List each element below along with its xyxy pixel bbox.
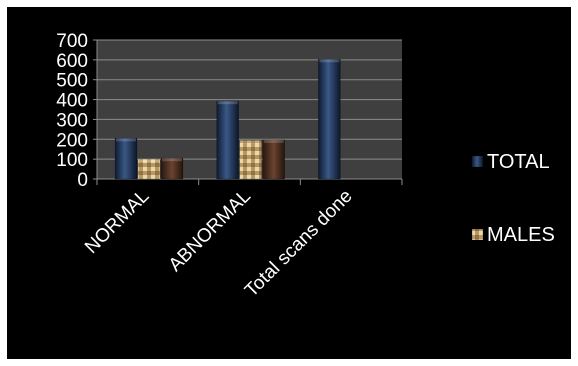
- bar-highlight: [263, 139, 284, 143]
- y-tick-label: 600: [56, 51, 88, 72]
- y-tick-label: 0: [77, 170, 88, 191]
- legend: TOTAL MALES: [471, 151, 555, 246]
- bar-highlight: [319, 59, 340, 63]
- x-tick-label: NORMAL: [81, 186, 153, 258]
- y-tick-label: 200: [56, 130, 88, 151]
- y-tick-label: 300: [56, 110, 88, 131]
- bar-series-3: [262, 139, 285, 180]
- legend-swatch-total: [471, 155, 484, 168]
- bar-highlight: [162, 158, 182, 162]
- x-tick-label: ABNORMAL: [165, 186, 255, 276]
- bar-highlight: [217, 101, 238, 105]
- bar-total: [114, 138, 138, 180]
- legend-label-males: MALES: [487, 224, 555, 246]
- bar-highlight: [116, 138, 136, 142]
- x-tick-label: Total scans done: [241, 186, 357, 302]
- y-tick-label: 100: [56, 150, 88, 171]
- bar-highlight: [139, 159, 159, 163]
- y-tick-label: 700: [56, 31, 88, 52]
- bar-males: [239, 140, 262, 180]
- y-tick-label: 500: [56, 71, 88, 92]
- chart-frame: 0 100 200 300 400 500 600 700 NORMAL ABNORMAL Tot…: [7, 7, 571, 359]
- y-tick-label: 400: [56, 91, 88, 112]
- legend-swatch-males: [471, 228, 484, 241]
- bar-males: [137, 158, 161, 180]
- bar-series-3: [160, 157, 184, 180]
- bar-total: [216, 100, 239, 180]
- bar-highlight: [240, 140, 261, 144]
- legend-label-total: TOTAL: [487, 151, 550, 173]
- bar-total: [318, 59, 341, 180]
- bars: [114, 59, 341, 180]
